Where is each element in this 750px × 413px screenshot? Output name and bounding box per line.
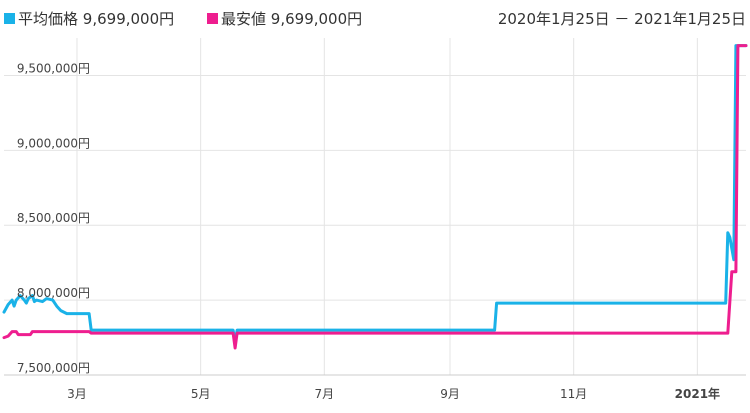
legend-item-lowest-price[interactable]: 最安値 9,699,000円	[207, 8, 362, 29]
y-tick-label: 8,000,000円	[17, 286, 90, 300]
chart-header: 平均価格 9,699,000円 最安値 9,699,000円 2020年1月25…	[0, 0, 750, 36]
date-range: 2020年1月25日 － 2021年1月25日	[497, 10, 746, 28]
legend-swatch-lowest	[207, 13, 218, 24]
legend-label-average: 平均価格	[18, 10, 79, 28]
y-tick-label: 7,500,000円	[17, 361, 90, 375]
x-tick-label: 11月	[560, 387, 587, 401]
x-gridlines	[4, 38, 746, 376]
y-tick-label: 8,500,000円	[17, 211, 90, 225]
y-tick-label: 9,000,000円	[17, 136, 90, 150]
y-tick-labels: 7,500,000円 8,000,000円 8,500,000円 9,000,000円…	[17, 61, 90, 375]
x-tick-labels: 3月 5月 7月 9月 11月 2021年	[67, 386, 720, 401]
series-line-average-price	[2, 44, 748, 344]
legend-value-lowest: 9,699,000円	[270, 10, 363, 28]
series-layer	[2, 44, 748, 350]
x-tick-label: 3月	[67, 387, 87, 401]
x-tick-label: 7月	[314, 387, 334, 401]
series-line-lowest-price	[2, 44, 748, 350]
y-tick-label: 9,500,000円	[17, 61, 90, 75]
x-tick-label: 5月	[191, 387, 211, 401]
legend-item-average-price[interactable]: 平均価格 9,699,000円	[4, 8, 174, 29]
x-tick-label: 2021年	[675, 386, 720, 401]
legend-label-lowest: 最安値	[221, 10, 267, 28]
legend-value-average: 9,699,000円	[82, 10, 175, 28]
x-tick-label: 9月	[440, 387, 460, 401]
legend-swatch-average	[4, 13, 15, 24]
